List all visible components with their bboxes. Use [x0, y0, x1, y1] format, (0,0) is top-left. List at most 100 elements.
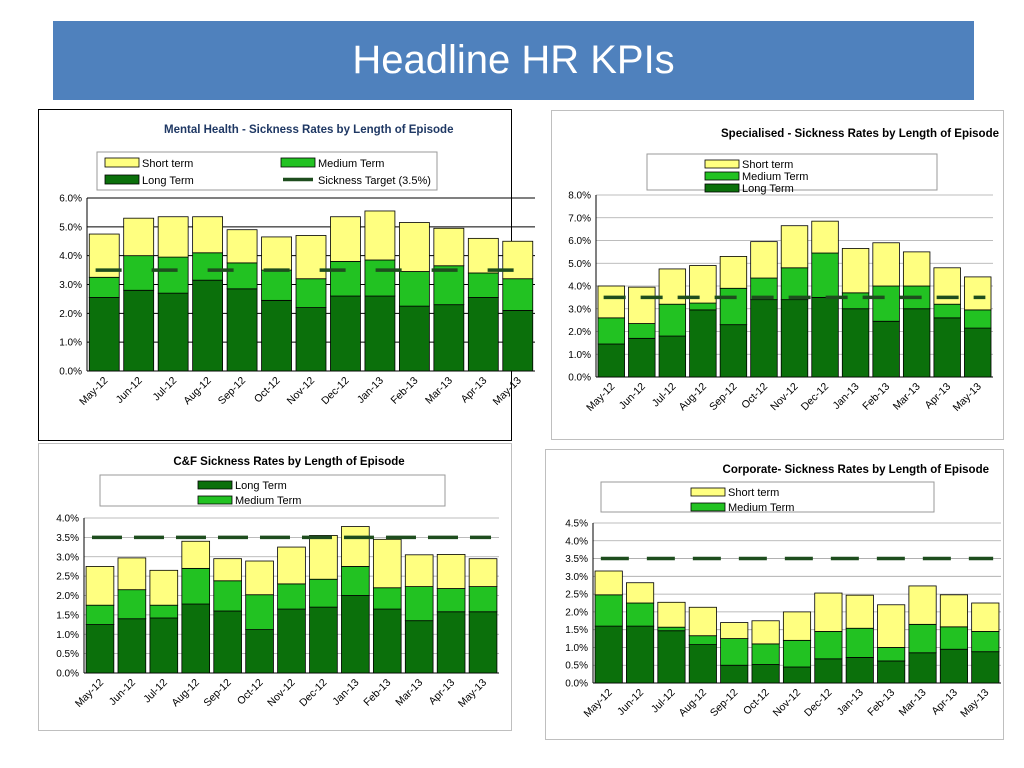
- bar-short-term: [341, 526, 370, 567]
- bar-medium-term: [245, 594, 274, 631]
- bar-long-term: [433, 304, 465, 372]
- bar-short-term: [295, 235, 327, 280]
- bar-short-term: [751, 620, 780, 645]
- bar-medium-term: [404, 586, 434, 622]
- bar-medium-term: [720, 638, 749, 666]
- y-tick-label: 2.5%: [565, 590, 588, 601]
- y-tick-label: 5.0%: [568, 259, 591, 270]
- bar-long-term: [157, 292, 189, 372]
- y-tick-label: 2.5%: [56, 572, 79, 583]
- bar-short-term: [372, 538, 402, 589]
- bar-medium-term: [295, 278, 327, 308]
- x-tick-label: Mar-13: [423, 375, 455, 407]
- y-tick-label: 0.0%: [56, 669, 79, 680]
- chart-title: Corporate- Sickness Rates by Length of E…: [723, 464, 989, 476]
- bar-short-term: [626, 582, 655, 604]
- x-tick-label: Apr-13: [426, 677, 457, 708]
- x-tick-label: Jul-12: [649, 687, 678, 716]
- x-tick-label: Nov-12: [768, 381, 801, 414]
- legend-box: [99, 474, 446, 507]
- bar-medium-term: [309, 578, 338, 608]
- y-tick-label: 4.0%: [568, 282, 591, 293]
- x-tick-label: Mar-13: [393, 677, 425, 709]
- x-tick-label: Nov-12: [285, 375, 318, 408]
- bar-short-term: [330, 216, 361, 262]
- x-tick-label: Jan-13: [355, 375, 386, 406]
- bar-short-term: [149, 569, 179, 606]
- legend-swatch: [280, 157, 316, 168]
- x-tick-label: Nov-12: [771, 687, 804, 720]
- bar-short-term: [811, 220, 839, 254]
- bar-medium-term: [688, 635, 717, 645]
- bar-short-term: [181, 540, 211, 569]
- bar-long-term: [841, 308, 870, 378]
- y-tick-label: 2.0%: [565, 607, 588, 618]
- bar-medium-term: [372, 587, 402, 610]
- y-tick-label: 8.0%: [568, 191, 591, 202]
- bar-long-term: [341, 595, 370, 674]
- y-tick-label: 0.0%: [565, 679, 588, 690]
- legend-label: Long Term: [142, 175, 194, 187]
- bar-long-term: [594, 625, 623, 684]
- x-tick-label: Dec-12: [297, 677, 330, 710]
- bar-long-term: [971, 651, 1000, 684]
- bar-long-term: [261, 299, 292, 372]
- y-tick-label: 6.0%: [59, 194, 82, 205]
- legend-swatch: [197, 480, 233, 490]
- bar-short-term: [782, 611, 812, 641]
- legend-label: Medium Term: [235, 495, 301, 507]
- bar-medium-term: [398, 271, 430, 307]
- bar-short-term: [720, 622, 749, 639]
- bar-long-term: [782, 666, 812, 684]
- bar-long-term: [398, 305, 430, 372]
- bar-long-term: [597, 343, 625, 378]
- bar-short-term: [597, 285, 625, 319]
- bar-medium-term: [468, 586, 498, 613]
- mental-health-chart-panel: Mental Health - Sickness Rates by Length…: [38, 109, 535, 441]
- bar-long-term: [245, 629, 274, 674]
- x-tick-label: Mar-13: [891, 381, 923, 413]
- bar-medium-term: [877, 647, 906, 662]
- bar-long-term: [845, 656, 874, 684]
- legend-swatch: [690, 502, 726, 512]
- bar-long-term: [467, 297, 499, 372]
- bar-medium-term: [626, 602, 655, 627]
- legend-swatch: [704, 159, 740, 169]
- x-tick-label: Sep-12: [201, 677, 234, 710]
- bar-short-term: [750, 241, 778, 279]
- bar-medium-term: [939, 626, 968, 650]
- bar-medium-term: [277, 583, 306, 610]
- x-tick-label: May-12: [77, 375, 110, 408]
- y-tick-label: 3.0%: [56, 552, 79, 563]
- bar-medium-term: [261, 269, 292, 301]
- cf-chart: C&F Sickness Rates by Length of Episode L…: [56, 456, 499, 710]
- bar-medium-term: [213, 580, 242, 612]
- bar-short-term: [628, 286, 656, 324]
- bar-short-term: [364, 210, 396, 261]
- y-tick-label: 2.0%: [59, 309, 82, 320]
- y-tick-label: 4.5%: [565, 519, 588, 530]
- y-tick-label: 4.0%: [59, 251, 82, 262]
- y-tick-label: 6.0%: [568, 236, 591, 247]
- bar-long-term: [181, 603, 211, 674]
- y-tick-label: 0.0%: [59, 367, 82, 378]
- x-tick-label: Dec-12: [319, 375, 352, 408]
- bar-short-term: [213, 558, 242, 582]
- y-tick-label: 1.0%: [565, 643, 588, 654]
- legend-label: Sickness Target (3.5%): [318, 175, 431, 187]
- mental-health-chart: Mental Health - Sickness Rates by Length…: [59, 124, 535, 408]
- x-tick-label: Feb-13: [361, 677, 393, 709]
- bar-long-term: [117, 618, 147, 674]
- bar-short-term: [245, 560, 274, 596]
- bar-short-term: [719, 256, 748, 289]
- x-tick-label: May-12: [584, 381, 617, 414]
- x-tick-label: Aug-12: [181, 375, 214, 408]
- bar-medium-term: [341, 566, 370, 596]
- x-tick-label: Dec-12: [799, 381, 832, 414]
- corporate-chart: Corporate- Sickness Rates by Length of E…: [565, 464, 1001, 720]
- slide-title: Headline HR KPIs: [352, 38, 675, 82]
- cf-chart-panel: C&F Sickness Rates by Length of Episode L…: [38, 443, 512, 731]
- specialised-chart: Specialised - Sickness Rates by Length o…: [568, 128, 999, 414]
- bar-medium-term: [85, 604, 115, 625]
- bar-medium-term: [658, 303, 687, 337]
